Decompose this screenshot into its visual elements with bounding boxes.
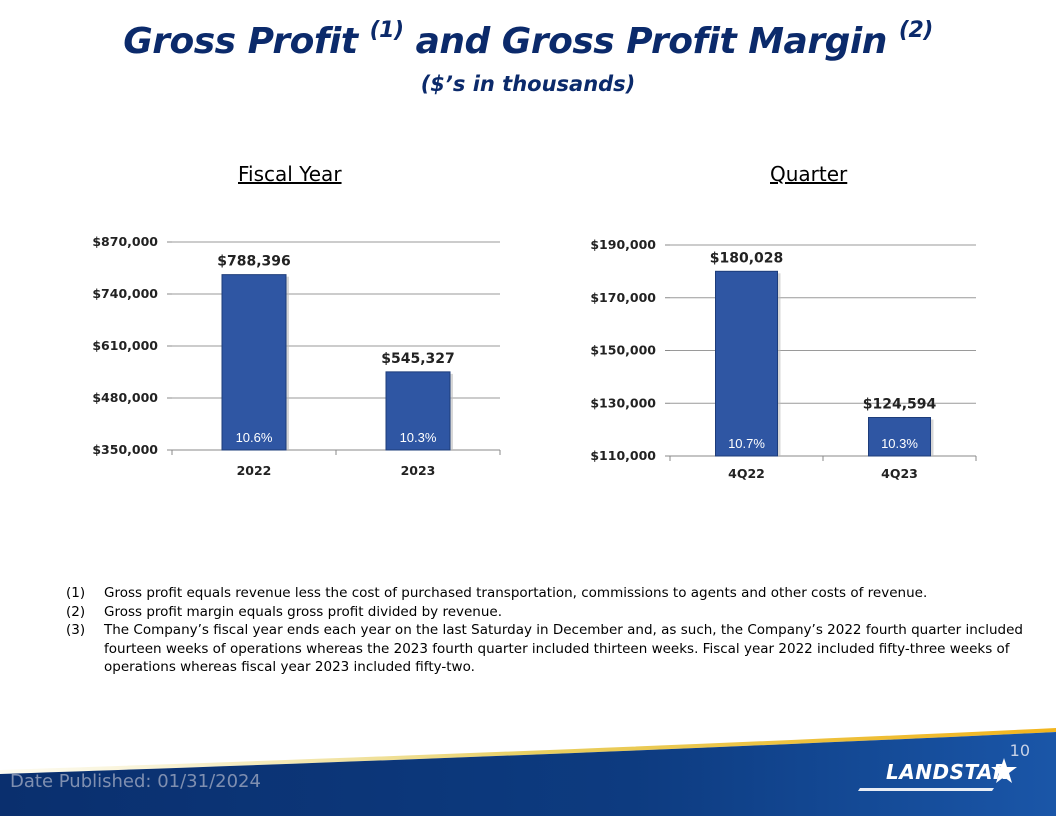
slide-title: Gross Profit (1) and Gross Profit Margin… <box>0 18 1056 62</box>
footnote-1-number: (1) <box>66 585 86 601</box>
y-tick-label: $150,000 <box>590 343 656 358</box>
fiscal-year-chart: $350,000 $480,000 $610,000 $740,000 $870,000… <box>92 234 501 478</box>
category-label: 4Q23 <box>881 466 918 481</box>
footer-band <box>0 728 1056 816</box>
bar <box>385 371 451 451</box>
bar-value-label: $180,028 <box>710 250 784 266</box>
title-part-1: Gross Profit <box>123 21 370 62</box>
footnote-3-text: The Company’s fiscal year ends each year… <box>104 622 1023 675</box>
quarter-heading: Quarter <box>770 162 848 186</box>
bar-margin-label: 10.6% <box>236 430 273 445</box>
bar-value-label: $545,327 <box>381 351 455 367</box>
footnotes: (1) Gross profit equals revenue less the… <box>66 584 1026 677</box>
logo-swoosh-icon <box>858 758 1017 791</box>
logo-text: LANDSTAR <box>886 760 1009 784</box>
bar <box>868 417 931 457</box>
footnote-2: (2) Gross profit margin equals gross pro… <box>66 603 1026 622</box>
y-tick-label: $110,000 <box>590 448 656 463</box>
quarter-chart: $110,000 $130,000 $150,000 $170,000 $190,000… <box>590 237 977 481</box>
bar-value-label: $788,396 <box>217 254 291 270</box>
category-label: 4Q22 <box>728 466 765 481</box>
bar-margin-label: 10.3% <box>881 436 918 451</box>
date-published: Date Published: 01/31/2024 <box>10 771 261 792</box>
y-tick-label: $480,000 <box>92 390 158 405</box>
y-tick-label: $610,000 <box>92 338 158 353</box>
bar-value-label: $124,594 <box>863 397 937 413</box>
footnote-2-text: Gross profit margin equals gross profit … <box>104 603 503 620</box>
slide-subtitle: ($’s in thousands) <box>420 72 636 96</box>
title-footnote-ref-2: (2) <box>898 18 933 43</box>
y-tick-label: $870,000 <box>92 234 158 249</box>
y-tick-label: $190,000 <box>590 237 656 252</box>
footer-gold-stripe <box>0 728 1056 774</box>
bar-margin-label: 10.3% <box>400 430 437 445</box>
bar <box>715 270 778 457</box>
title-part-2: and Gross Profit Margin <box>403 21 899 62</box>
footnote-3-number: (3) <box>66 622 86 638</box>
y-tick-label: $740,000 <box>92 286 158 301</box>
footnote-3: (3) The Company’s fiscal year ends each … <box>66 621 1026 677</box>
charts-canvas: $350,000 $480,000 $610,000 $740,000 $870,000… <box>92 234 977 481</box>
bar <box>221 274 287 451</box>
category-label: 2022 <box>237 463 272 478</box>
fiscal-year-heading: Fiscal Year <box>238 162 342 186</box>
footnote-1-text: Gross profit equals revenue less the cos… <box>104 585 928 601</box>
footer-blue-band <box>0 732 1056 816</box>
y-tick-label: $350,000 <box>92 442 158 457</box>
title-footnote-ref-1: (1) <box>369 18 404 43</box>
y-tick-label: $130,000 <box>590 395 656 410</box>
footnote-2-number: (2) <box>66 603 86 620</box>
star-icon <box>991 758 1017 783</box>
bar-margin-label: 10.7% <box>728 436 765 451</box>
category-label: 2023 <box>401 463 436 478</box>
y-tick-label: $170,000 <box>590 290 656 305</box>
page-number: 10 <box>1009 741 1030 760</box>
footnote-1: (1) Gross profit equals revenue less the… <box>66 584 1026 603</box>
landstar-logo: LANDSTAR <box>856 752 1028 794</box>
